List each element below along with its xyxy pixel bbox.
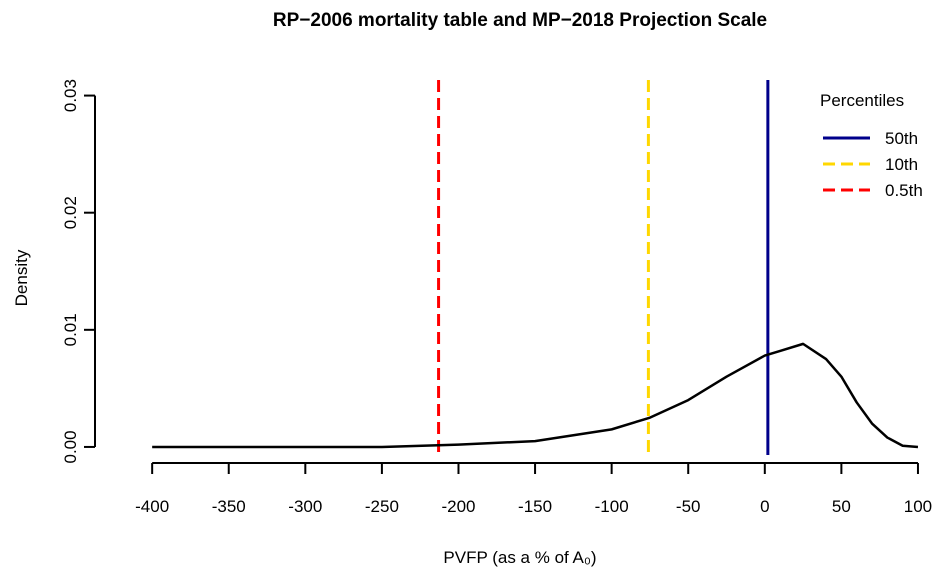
y-tick-label: 0.00 <box>61 430 80 463</box>
x-tick-label: -300 <box>288 497 322 516</box>
y-tick-label: 0.01 <box>61 313 80 346</box>
legend-label: 50th <box>885 129 918 148</box>
y-axis-label: Density <box>12 249 31 306</box>
chart-title: RP−2006 mortality table and MP−2018 Proj… <box>273 10 767 31</box>
y-tick-label: 0.03 <box>61 79 80 112</box>
x-tick-label: -100 <box>595 497 629 516</box>
x-tick-label: -350 <box>212 497 246 516</box>
legend-label: 0.5th <box>885 181 923 200</box>
x-tick-label: 50 <box>832 497 851 516</box>
legend-label: 10th <box>885 155 918 174</box>
y-tick-label: 0.02 <box>61 196 80 229</box>
x-tick-label: -250 <box>365 497 399 516</box>
x-tick-label: -150 <box>518 497 552 516</box>
x-tick-label: 100 <box>904 497 932 516</box>
x-tick-label: -400 <box>135 497 169 516</box>
x-tick-label: -50 <box>676 497 701 516</box>
x-tick-label: 0 <box>760 497 769 516</box>
legend-title: Percentiles <box>820 91 904 110</box>
x-tick-label: -200 <box>441 497 475 516</box>
x-axis-label: PVFP (as a % of A₀) <box>443 548 596 567</box>
density-line <box>152 342 919 449</box>
